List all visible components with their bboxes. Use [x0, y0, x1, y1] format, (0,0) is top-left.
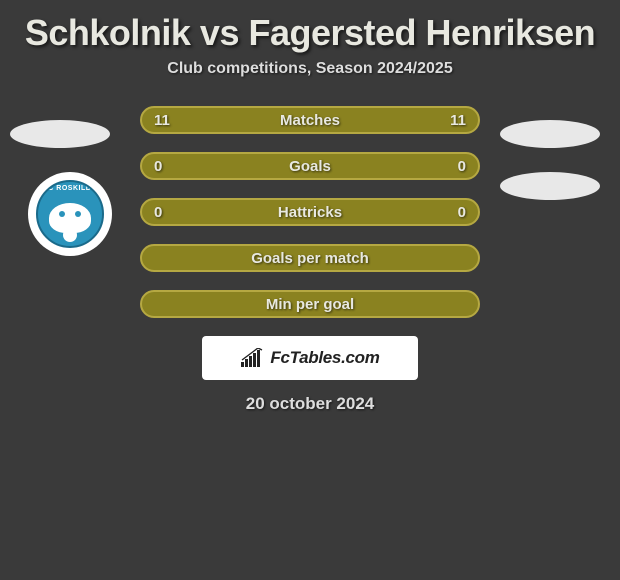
- brand-text: FcTables.com: [270, 348, 379, 368]
- stat-label: Goals: [184, 158, 436, 175]
- player-badge-right-1: [500, 120, 600, 148]
- stat-left-value: 0: [154, 204, 184, 221]
- stat-row-min-per-goal: Min per goal: [140, 290, 480, 318]
- club-logo-ball-icon: [63, 228, 77, 242]
- club-logo-text: FC ROSKILDE: [44, 185, 97, 192]
- stat-label: Hattricks: [184, 204, 436, 221]
- stat-right-value: 0: [436, 204, 466, 221]
- stat-row-hattricks: 0 Hattricks 0: [140, 198, 480, 226]
- date-text: 20 october 2024: [0, 394, 620, 414]
- player-badge-left: [10, 120, 110, 148]
- stat-row-goals: 0 Goals 0: [140, 152, 480, 180]
- page-title: Schkolnik vs Fagersted Henriksen: [0, 0, 620, 60]
- subtitle: Club competitions, Season 2024/2025: [0, 60, 620, 78]
- brand-box[interactable]: FcTables.com: [202, 336, 418, 380]
- club-logo: FC ROSKILDE: [28, 172, 112, 256]
- stat-rows: 11 Matches 11 0 Goals 0 0 Hattricks 0 Go…: [140, 106, 480, 318]
- player-badge-right-2: [500, 172, 600, 200]
- stat-left-value: 11: [154, 112, 184, 129]
- stat-right-value: 11: [436, 112, 466, 129]
- club-logo-inner: FC ROSKILDE: [36, 180, 104, 248]
- stat-row-matches: 11 Matches 11: [140, 106, 480, 134]
- stat-left-value: 0: [154, 158, 184, 175]
- stat-right-value: 0: [436, 158, 466, 175]
- comparison-content: FC ROSKILDE 11 Matches 11 0 Goals 0 0 Ha…: [0, 106, 620, 414]
- stat-label: Min per goal: [184, 296, 436, 313]
- stat-row-goals-per-match: Goals per match: [140, 244, 480, 272]
- stat-label: Goals per match: [184, 250, 436, 267]
- bar-chart-icon: [240, 348, 264, 368]
- stat-label: Matches: [184, 112, 436, 129]
